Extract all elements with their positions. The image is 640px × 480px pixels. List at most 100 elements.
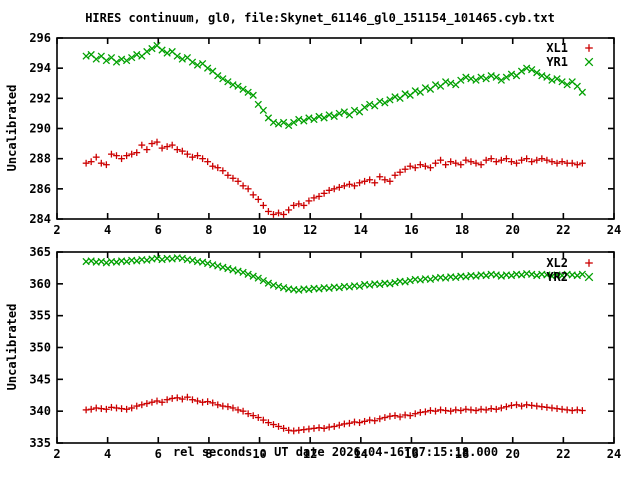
y-tick-label: 355 bbox=[29, 309, 51, 323]
data-point-cross bbox=[391, 93, 399, 101]
data-point-plus bbox=[148, 140, 156, 147]
legend-label-yr1: YR1 bbox=[546, 55, 568, 69]
data-point-plus bbox=[330, 423, 338, 430]
data-point-plus bbox=[472, 159, 480, 167]
data-point-plus bbox=[315, 192, 323, 200]
data-point-cross bbox=[386, 96, 394, 104]
y-tick-label: 292 bbox=[29, 91, 51, 105]
data-point-plus bbox=[305, 197, 313, 205]
data-point-cross bbox=[249, 272, 257, 280]
data-point-plus bbox=[133, 402, 141, 410]
data-point-plus bbox=[153, 138, 161, 146]
data-point-plus bbox=[427, 164, 434, 172]
data-point-cross bbox=[441, 78, 450, 86]
data-point-plus bbox=[194, 397, 201, 405]
data-point-cross bbox=[467, 75, 475, 83]
data-point-plus bbox=[320, 189, 328, 197]
panel-top-chart: 2 4 6 8 10 12 14 16 18 20 22 2428428628829029229429… bbox=[5, 31, 621, 237]
data-point-plus bbox=[204, 158, 212, 166]
x-tick-label: 6 bbox=[155, 223, 162, 237]
data-point-cross bbox=[320, 114, 328, 122]
data-point-plus bbox=[548, 158, 556, 166]
data-point-plus bbox=[128, 404, 136, 412]
data-point-plus bbox=[447, 407, 455, 415]
data-point-plus bbox=[568, 159, 576, 167]
data-point-cross bbox=[522, 64, 531, 72]
data-point-cross bbox=[492, 73, 500, 81]
y-axis-label: Uncalibrated bbox=[5, 304, 19, 391]
data-point-cross bbox=[264, 279, 273, 287]
data-point-plus bbox=[229, 174, 237, 182]
data-point-cross bbox=[335, 109, 343, 118]
data-point-plus bbox=[143, 400, 151, 407]
data-point-plus bbox=[325, 186, 333, 194]
data-point-plus bbox=[497, 404, 505, 412]
x-tick-label: 14 bbox=[354, 447, 368, 461]
data-point-cross bbox=[315, 112, 323, 121]
data-point-plus bbox=[249, 412, 257, 420]
y-tick-label: 345 bbox=[29, 372, 51, 386]
data-point-plus bbox=[585, 44, 593, 52]
data-point-plus bbox=[254, 195, 262, 203]
data-point-cross bbox=[173, 52, 181, 60]
data-point-plus bbox=[173, 394, 181, 402]
data-point-plus bbox=[158, 144, 166, 152]
data-point-plus bbox=[442, 161, 450, 169]
data-point-cross bbox=[502, 73, 511, 81]
data-point-plus bbox=[361, 177, 369, 185]
data-point-plus bbox=[229, 404, 237, 412]
data-point-cross bbox=[305, 114, 313, 122]
data-point-plus bbox=[578, 159, 586, 167]
page-title: HIRES continuum, gl0, file:Skynet_61146_… bbox=[85, 11, 555, 26]
data-point-cross bbox=[457, 76, 465, 84]
data-point-plus bbox=[406, 162, 414, 170]
data-point-plus bbox=[497, 156, 505, 164]
y-tick-label: 350 bbox=[29, 341, 51, 355]
data-point-cross bbox=[285, 121, 293, 130]
data-point-plus bbox=[457, 407, 465, 414]
data-point-cross bbox=[553, 75, 561, 83]
data-point-plus bbox=[113, 152, 120, 160]
data-point-plus bbox=[502, 403, 510, 411]
data-point-plus bbox=[573, 161, 581, 169]
data-point-cross bbox=[558, 78, 566, 86]
data-point-plus bbox=[452, 159, 460, 167]
data-point-plus bbox=[254, 414, 262, 421]
data-point-plus bbox=[265, 208, 272, 215]
data-point-plus bbox=[300, 202, 308, 209]
data-point-plus bbox=[143, 146, 151, 154]
data-point-plus bbox=[356, 419, 363, 427]
x-tick-label: 4 bbox=[104, 223, 111, 237]
data-point-cross bbox=[188, 58, 197, 66]
data-point-cross bbox=[239, 268, 247, 277]
data-point-cross bbox=[148, 44, 156, 53]
data-point-plus bbox=[416, 161, 424, 169]
data-point-plus bbox=[391, 412, 399, 420]
data-point-plus bbox=[330, 185, 338, 193]
data-point-plus bbox=[462, 156, 470, 164]
data-point-cross bbox=[203, 64, 212, 72]
data-point-plus bbox=[214, 401, 222, 409]
data-point-plus bbox=[280, 424, 287, 432]
data-point-cross bbox=[431, 81, 440, 89]
y-tick-label: 340 bbox=[29, 404, 51, 418]
data-point-plus bbox=[183, 393, 191, 401]
series-yr2 bbox=[82, 254, 587, 294]
data-point-plus bbox=[270, 211, 277, 218]
data-point-plus bbox=[158, 398, 166, 406]
data-point-cross bbox=[462, 73, 470, 81]
data-point-plus bbox=[366, 176, 374, 184]
x-tick-label: 20 bbox=[506, 223, 520, 237]
data-point-plus bbox=[209, 162, 217, 170]
data-point-cross bbox=[355, 282, 364, 291]
data-point-plus bbox=[163, 143, 171, 150]
x-tick-label: 12 bbox=[303, 447, 317, 461]
data-point-cross bbox=[279, 118, 288, 127]
x-tick-label: 24 bbox=[607, 447, 621, 461]
data-point-plus bbox=[432, 159, 439, 167]
data-point-plus bbox=[239, 182, 247, 190]
data-point-plus bbox=[371, 417, 379, 425]
data-point-cross bbox=[401, 90, 409, 98]
data-point-cross bbox=[366, 100, 374, 109]
data-point-cross bbox=[178, 55, 186, 63]
